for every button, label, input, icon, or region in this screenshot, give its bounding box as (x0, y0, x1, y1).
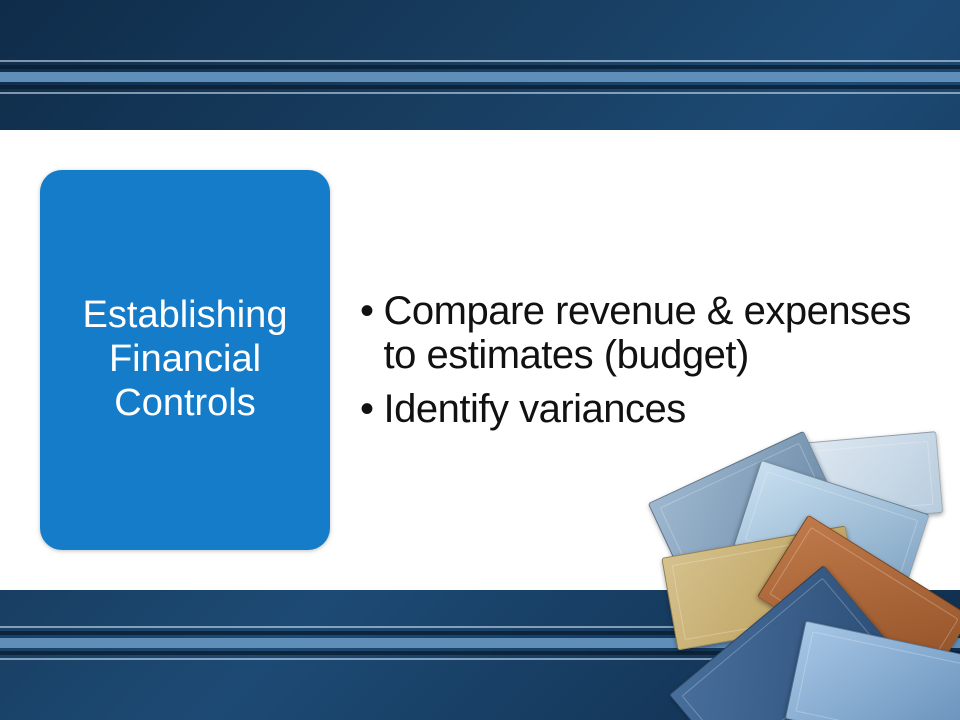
accent-line (0, 60, 960, 62)
bullet-marker: • (360, 387, 374, 431)
accent-line (0, 65, 960, 69)
title-card-text: Establishing Financial Controls (58, 294, 312, 425)
title-card: Establishing Financial Controls (40, 170, 330, 550)
accent-band-bottom (0, 626, 960, 660)
bullet-marker: • (360, 289, 374, 333)
content-panel: Establishing Financial Controls • Compar… (0, 130, 960, 590)
bullet-text: Identify variances (384, 387, 920, 431)
accent-line (0, 638, 960, 648)
accent-band-top (0, 60, 960, 94)
accent-line (0, 92, 960, 94)
banknote-icon (785, 621, 960, 720)
list-item: • Identify variances (360, 387, 920, 431)
accent-line (0, 626, 960, 628)
accent-line (0, 85, 960, 89)
accent-line (0, 658, 960, 660)
presentation-slide: Establishing Financial Controls • Compar… (0, 0, 960, 720)
accent-line (0, 631, 960, 635)
accent-line (0, 72, 960, 82)
list-item: • Compare revenue & expenses to estimate… (360, 289, 920, 377)
bullet-text: Compare revenue & expenses to estimates … (384, 289, 920, 377)
bullet-list: • Compare revenue & expenses to estimate… (330, 170, 920, 550)
accent-line (0, 651, 960, 655)
